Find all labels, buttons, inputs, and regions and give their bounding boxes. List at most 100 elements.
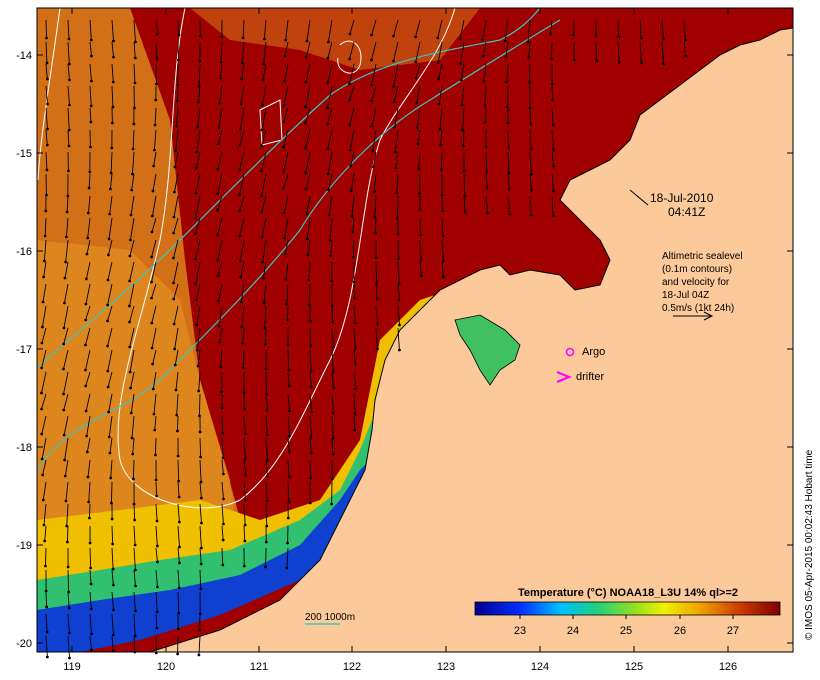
velocity-arrow	[152, 349, 157, 365]
velocity-arrow-head	[64, 260, 68, 264]
colorbar-tick-label: 25	[620, 625, 632, 637]
velocity-arrow-head	[216, 258, 220, 262]
velocity-arrow-head	[112, 39, 115, 43]
velocity-arrow-head	[462, 169, 466, 173]
velocity-arrow-head	[662, 62, 665, 66]
velocity-arrow-head	[419, 274, 423, 278]
velocity-arrow-head	[661, 37, 665, 41]
velocity-arrow	[482, 41, 487, 57]
velocity-arrow	[195, 283, 201, 301]
velocity-arrow	[327, 85, 333, 109]
velocity-arrow	[283, 107, 289, 123]
velocity-arrow-head	[45, 168, 49, 172]
velocity-arrow-head	[348, 123, 352, 127]
velocity-arrow-head	[194, 298, 198, 302]
velocity-arrow	[111, 19, 114, 42]
velocity-arrow-head	[327, 40, 330, 44]
date-label-line2: 04:41Z	[668, 205, 705, 219]
velocity-arrow	[287, 349, 290, 371]
velocity-arrow-head	[392, 34, 395, 38]
velocity-arrow	[371, 19, 377, 36]
velocity-arrow-head	[441, 234, 445, 238]
y-tick-label: -20	[16, 638, 32, 650]
velocity-arrow	[308, 283, 311, 306]
velocity-arrow-head	[354, 387, 357, 391]
velocity-arrow	[331, 393, 334, 414]
velocity-arrow-head	[200, 521, 203, 525]
velocity-arrow	[151, 239, 157, 258]
velocity-arrow-head	[260, 210, 264, 214]
velocity-arrow	[439, 107, 443, 130]
velocity-arrow-head	[196, 100, 200, 104]
velocity-arrow-head	[305, 237, 309, 241]
velocity-arrow-head	[62, 367, 65, 371]
velocity-arrow-head	[63, 301, 66, 305]
velocity-arrow	[130, 371, 135, 389]
velocity-arrow-head	[460, 103, 464, 107]
velocity-arrow-head	[572, 33, 575, 37]
velocity-arrow	[177, 481, 180, 498]
velocity-arrow-head	[414, 35, 417, 39]
velocity-arrow	[418, 151, 421, 170]
velocity-arrow	[283, 195, 289, 214]
velocity-arrow-head	[134, 40, 137, 44]
velocity-arrow	[419, 239, 422, 261]
velocity-arrow	[153, 393, 157, 415]
velocity-arrow-head	[286, 541, 290, 545]
velocity-arrow	[261, 107, 267, 131]
velocity-arrow	[283, 173, 289, 189]
velocity-arrow-head	[62, 433, 66, 437]
velocity-arrow	[529, 129, 532, 150]
velocity-arrow	[441, 239, 444, 262]
velocity-arrow-head	[265, 433, 269, 437]
velocity-arrow-head	[370, 83, 373, 87]
velocity-arrow-head	[332, 386, 335, 390]
velocity-arrow-head	[552, 164, 555, 168]
velocity-arrow-head	[684, 38, 687, 42]
velocity-arrow	[393, 63, 399, 87]
velocity-arrow	[661, 19, 664, 40]
velocity-arrow-head	[155, 57, 159, 61]
velocity-arrow	[287, 481, 290, 503]
x-tick-label: 119	[63, 661, 81, 673]
velocity-arrow	[89, 41, 92, 57]
velocity-arrow-head	[239, 300, 243, 304]
velocity-arrow	[331, 371, 334, 389]
velocity-arrow-head	[177, 58, 180, 62]
velocity-arrow-head	[285, 566, 289, 570]
velocity-arrow-head	[176, 429, 179, 433]
velocity-arrow	[173, 173, 179, 193]
velocity-arrow-head	[506, 121, 510, 125]
velocity-arrow-head	[439, 143, 443, 147]
velocity-arrow	[221, 481, 224, 500]
velocity-arrow	[89, 547, 92, 569]
velocity-arrow-head	[62, 408, 66, 412]
velocity-arrow	[133, 591, 136, 612]
velocity-arrow-head	[217, 299, 221, 303]
velocity-arrows	[40, 19, 687, 660]
velocity-arrow	[154, 437, 157, 456]
velocity-arrow	[485, 173, 488, 189]
velocity-arrow-head	[415, 126, 419, 130]
velocity-arrow	[155, 525, 158, 547]
velocity-arrow-head	[108, 187, 112, 191]
velocity-arrow	[372, 129, 377, 152]
velocity-arrow-head	[62, 342, 66, 346]
velocity-arrow-head	[352, 255, 355, 259]
velocity-arrow	[507, 173, 510, 190]
velocity-arrow	[483, 63, 487, 82]
velocity-arrow-head	[398, 323, 401, 327]
velocity-arrow-head	[108, 212, 112, 216]
velocity-arrow-head	[129, 213, 133, 217]
velocity-arrow-head	[88, 516, 91, 520]
velocity-arrow-head	[261, 260, 265, 264]
velocity-arrow-head	[418, 192, 421, 196]
velocity-arrow-head	[110, 501, 113, 505]
velocity-arrow	[67, 107, 70, 131]
sealevel-note-line4: 18-Jul 04Z	[662, 290, 709, 301]
velocity-arrow-head	[309, 344, 313, 348]
velocity-arrow	[151, 195, 157, 217]
velocity-arrow	[107, 305, 113, 322]
velocity-arrow-head	[507, 171, 511, 175]
velocity-arrow-head	[309, 385, 313, 389]
